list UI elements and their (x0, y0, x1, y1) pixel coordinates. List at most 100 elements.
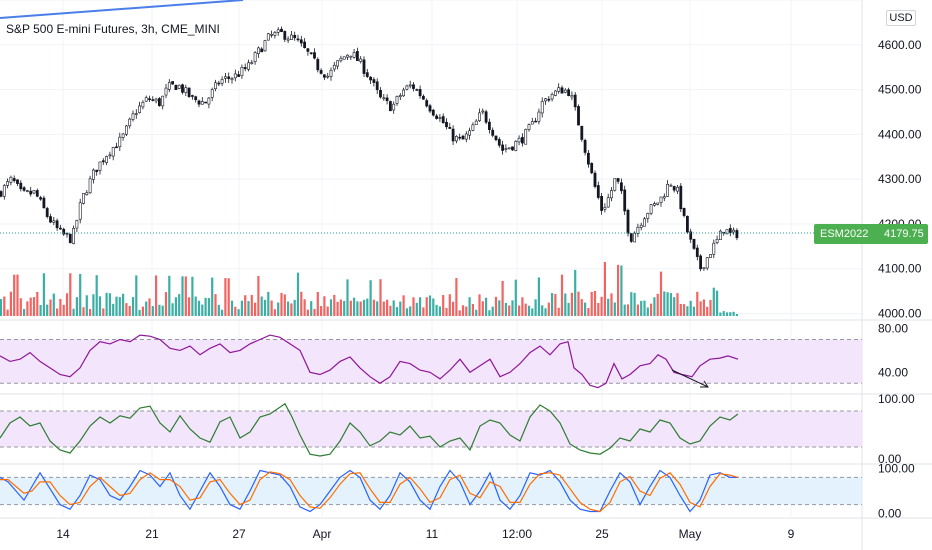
candle-body (504, 148, 508, 150)
rsi-pane[interactable] (0, 334, 862, 389)
candle-body (385, 97, 389, 102)
volume-bar (296, 272, 300, 316)
currency-selector[interactable]: USD (886, 10, 916, 26)
candle-body (207, 97, 211, 105)
volume-bar (386, 299, 389, 316)
volume-bar (679, 303, 682, 316)
price-pane[interactable] (0, 0, 814, 272)
volume-bar (6, 309, 9, 316)
volume-bar (623, 304, 626, 316)
volume-bar (42, 273, 45, 316)
candle-body (346, 54, 349, 58)
volume-bar (237, 309, 240, 316)
candle-body (355, 51, 359, 62)
candle-body (240, 66, 244, 77)
volume-bar (640, 300, 643, 316)
volume-bar (659, 271, 663, 316)
candle-body (451, 128, 455, 142)
series-line (0, 402, 739, 457)
volume-bar (574, 269, 577, 316)
oscillator-pane[interactable] (0, 402, 862, 457)
band-fill (0, 477, 862, 505)
volume-bar (504, 302, 507, 316)
volume-bar (329, 299, 333, 316)
candle-body (319, 70, 323, 74)
stoch-tick-label: 100.00 (878, 461, 915, 475)
time-axis[interactable]: 14 21 27 Apr 11 12:00 25 May 9 (56, 527, 794, 541)
volume-bar (630, 292, 633, 316)
time-tick-label: 21 (145, 527, 159, 541)
volume-bar (178, 294, 181, 316)
volume-bar (409, 306, 412, 316)
candle-body (286, 38, 290, 41)
volume-bar (9, 291, 12, 316)
volume-bar (26, 301, 29, 316)
volume-bar (164, 292, 168, 316)
volume-bar (277, 302, 280, 316)
stochastic-pane[interactable] (0, 469, 862, 513)
volume-bar (310, 301, 313, 316)
volume-bar (673, 297, 676, 316)
volume-bar (303, 299, 306, 316)
volume-bar (135, 275, 138, 316)
candle-body (16, 179, 19, 184)
volume-bar (191, 276, 194, 316)
candle-body (435, 115, 439, 119)
volume-bar (729, 312, 732, 316)
candle-body (527, 124, 531, 130)
volume-bar (722, 311, 725, 316)
candle-body (382, 97, 386, 100)
volume-bar (320, 306, 323, 316)
volume-bar (428, 295, 432, 316)
candle-body (563, 89, 567, 93)
volume-bar (696, 291, 699, 316)
candle-body (560, 87, 564, 94)
volume-bar (600, 296, 603, 316)
candle-body (372, 79, 376, 83)
volume-bar (382, 301, 385, 316)
price-tick-label: 4500.00 (878, 83, 922, 97)
candle-body (230, 78, 234, 81)
volume-bar (211, 277, 214, 316)
volume-bar (686, 306, 689, 316)
osc-tick-label: 100.00 (878, 392, 915, 406)
volume-bar (666, 292, 669, 316)
volume-bar (161, 305, 164, 316)
price-tick-label: 4600.00 (878, 38, 922, 52)
candle-body (388, 101, 392, 112)
rsi-tick-label: 40.00 (878, 365, 908, 379)
candle-body (646, 213, 650, 219)
volume-bar (564, 293, 567, 316)
volume-bar (607, 298, 610, 316)
candle-body (161, 95, 165, 107)
candle-body (494, 135, 498, 141)
candle-body (633, 232, 637, 243)
volume-bar (39, 304, 42, 316)
volume-bar (23, 309, 26, 316)
candle-body (280, 28, 283, 32)
candle-body (42, 197, 46, 209)
candle-body (105, 156, 109, 163)
price-axis[interactable]: 4000.004100.004200.004300.004400.004500.… (878, 38, 922, 521)
candle-body (725, 229, 729, 235)
osc-tick-label: 0.00 (878, 452, 902, 466)
candle-body (514, 141, 518, 151)
volume-bar (95, 275, 98, 316)
candle-body (29, 190, 33, 195)
candle-body (656, 202, 660, 205)
volume-bar (557, 307, 560, 316)
candle-body (342, 56, 346, 60)
volume-bar (613, 302, 616, 316)
candle-body (224, 76, 227, 79)
volume-bar (234, 306, 237, 316)
volume-bar (471, 303, 474, 316)
candle-body (72, 227, 76, 244)
volume-bar (221, 309, 224, 316)
volume-bar (290, 303, 293, 316)
volume-bar (584, 302, 587, 316)
candle-body (22, 187, 26, 191)
volume-bar (531, 308, 534, 316)
volume-bar (481, 301, 484, 316)
volume-bar (544, 308, 547, 316)
candle-body (49, 216, 52, 223)
